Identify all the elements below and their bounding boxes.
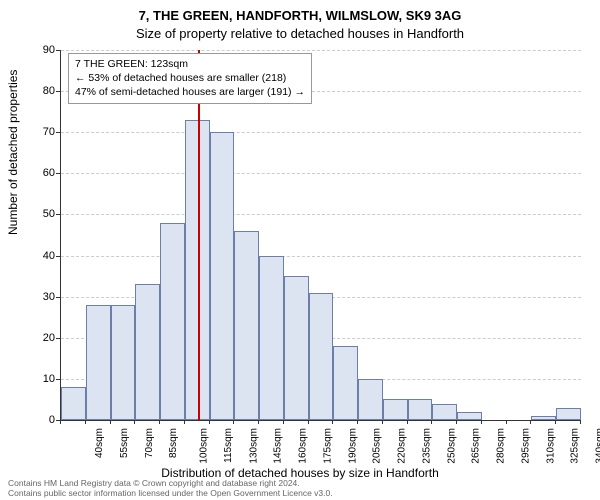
y-tick bbox=[56, 91, 60, 92]
y-tick-label: 80 bbox=[25, 85, 55, 97]
x-tick-label: 205sqm bbox=[372, 428, 383, 464]
x-tick bbox=[233, 420, 234, 424]
y-tick-label: 40 bbox=[25, 250, 55, 262]
x-tick-label: 325sqm bbox=[570, 428, 581, 464]
x-tick-label: 55sqm bbox=[119, 428, 130, 458]
y-tick-label: 90 bbox=[25, 44, 55, 56]
x-tick-label: 310sqm bbox=[545, 428, 556, 464]
histogram-bar bbox=[556, 408, 581, 420]
grid-line bbox=[61, 256, 581, 257]
x-tick-label: 100sqm bbox=[199, 428, 210, 464]
y-tick bbox=[56, 256, 60, 257]
histogram-bar bbox=[111, 305, 136, 420]
x-tick bbox=[184, 420, 185, 424]
info-line: ← 53% of detached houses are smaller (21… bbox=[75, 71, 305, 85]
x-tick bbox=[555, 420, 556, 424]
y-tick-label: 50 bbox=[25, 208, 55, 220]
info-line: 7 THE GREEN: 123sqm bbox=[75, 57, 305, 71]
x-tick bbox=[407, 420, 408, 424]
x-tick-label: 145sqm bbox=[273, 428, 284, 464]
x-tick-label: 85sqm bbox=[168, 428, 179, 458]
y-tick-label: 30 bbox=[25, 291, 55, 303]
y-tick bbox=[56, 132, 60, 133]
histogram-bar bbox=[358, 379, 383, 420]
x-tick-label: 130sqm bbox=[248, 428, 259, 464]
histogram-bar bbox=[234, 231, 259, 420]
x-tick bbox=[580, 420, 581, 424]
footer-line: Contains HM Land Registry data © Crown c… bbox=[8, 478, 333, 488]
footer-line: Contains public sector information licen… bbox=[8, 488, 333, 498]
histogram-bar bbox=[432, 404, 457, 420]
x-tick-label: 340sqm bbox=[595, 428, 600, 464]
x-tick-label: 250sqm bbox=[446, 428, 457, 464]
x-tick bbox=[110, 420, 111, 424]
x-tick-label: 190sqm bbox=[347, 428, 358, 464]
x-tick bbox=[332, 420, 333, 424]
histogram-bar bbox=[333, 346, 358, 420]
x-tick bbox=[308, 420, 309, 424]
y-tick bbox=[56, 173, 60, 174]
info-line: 47% of semi-detached houses are larger (… bbox=[75, 85, 305, 99]
histogram-bar bbox=[86, 305, 111, 420]
grid-line bbox=[61, 173, 581, 174]
x-tick-label: 235sqm bbox=[421, 428, 432, 464]
x-tick bbox=[530, 420, 531, 424]
histogram-bar bbox=[284, 276, 309, 420]
histogram-bar bbox=[259, 256, 284, 420]
x-tick bbox=[134, 420, 135, 424]
histogram-chart: 7, THE GREEN, HANDFORTH, WILMSLOW, SK9 3… bbox=[0, 0, 600, 500]
y-tick-label: 60 bbox=[25, 167, 55, 179]
x-tick-label: 220sqm bbox=[397, 428, 408, 464]
chart-title-main: 7, THE GREEN, HANDFORTH, WILMSLOW, SK9 3… bbox=[0, 8, 600, 23]
x-tick bbox=[258, 420, 259, 424]
x-tick-label: 70sqm bbox=[144, 428, 155, 458]
x-tick bbox=[85, 420, 86, 424]
x-tick bbox=[382, 420, 383, 424]
histogram-bar bbox=[531, 416, 556, 420]
histogram-bar bbox=[457, 412, 482, 420]
histogram-bar bbox=[61, 387, 86, 420]
y-tick bbox=[56, 379, 60, 380]
y-tick-label: 70 bbox=[25, 126, 55, 138]
plot-area: 7 THE GREEN: 123sqm ← 53% of detached ho… bbox=[60, 50, 581, 421]
y-tick bbox=[56, 338, 60, 339]
x-tick bbox=[209, 420, 210, 424]
info-box: 7 THE GREEN: 123sqm ← 53% of detached ho… bbox=[68, 53, 312, 104]
x-tick bbox=[357, 420, 358, 424]
x-tick-label: 115sqm bbox=[223, 428, 234, 463]
y-tick bbox=[56, 297, 60, 298]
y-tick-label: 20 bbox=[25, 332, 55, 344]
grid-line bbox=[61, 214, 581, 215]
footer-credits: Contains HM Land Registry data © Crown c… bbox=[8, 478, 333, 498]
chart-title-sub: Size of property relative to detached ho… bbox=[0, 26, 600, 41]
x-tick bbox=[159, 420, 160, 424]
x-tick-label: 175sqm bbox=[322, 428, 333, 464]
x-tick bbox=[431, 420, 432, 424]
x-tick bbox=[283, 420, 284, 424]
y-tick bbox=[56, 214, 60, 215]
histogram-bar bbox=[408, 399, 433, 420]
y-tick-label: 0 bbox=[25, 414, 55, 426]
histogram-bar bbox=[309, 293, 334, 420]
x-tick-label: 280sqm bbox=[496, 428, 507, 464]
grid-line bbox=[61, 132, 581, 133]
x-tick-label: 265sqm bbox=[471, 428, 482, 464]
marker-line bbox=[198, 50, 200, 420]
x-tick bbox=[481, 420, 482, 424]
histogram-bar bbox=[210, 132, 235, 420]
y-tick bbox=[56, 50, 60, 51]
x-tick-label: 160sqm bbox=[298, 428, 309, 464]
histogram-bar bbox=[135, 284, 160, 420]
x-tick-label: 295sqm bbox=[521, 428, 532, 464]
histogram-bar bbox=[383, 399, 408, 420]
x-tick-label: 40sqm bbox=[94, 428, 105, 458]
histogram-bar bbox=[160, 223, 185, 420]
y-axis-label: Number of detached properties bbox=[6, 70, 20, 235]
x-tick bbox=[456, 420, 457, 424]
y-tick-label: 10 bbox=[25, 373, 55, 385]
grid-line bbox=[61, 50, 581, 51]
x-tick bbox=[506, 420, 507, 424]
x-tick bbox=[60, 420, 61, 424]
